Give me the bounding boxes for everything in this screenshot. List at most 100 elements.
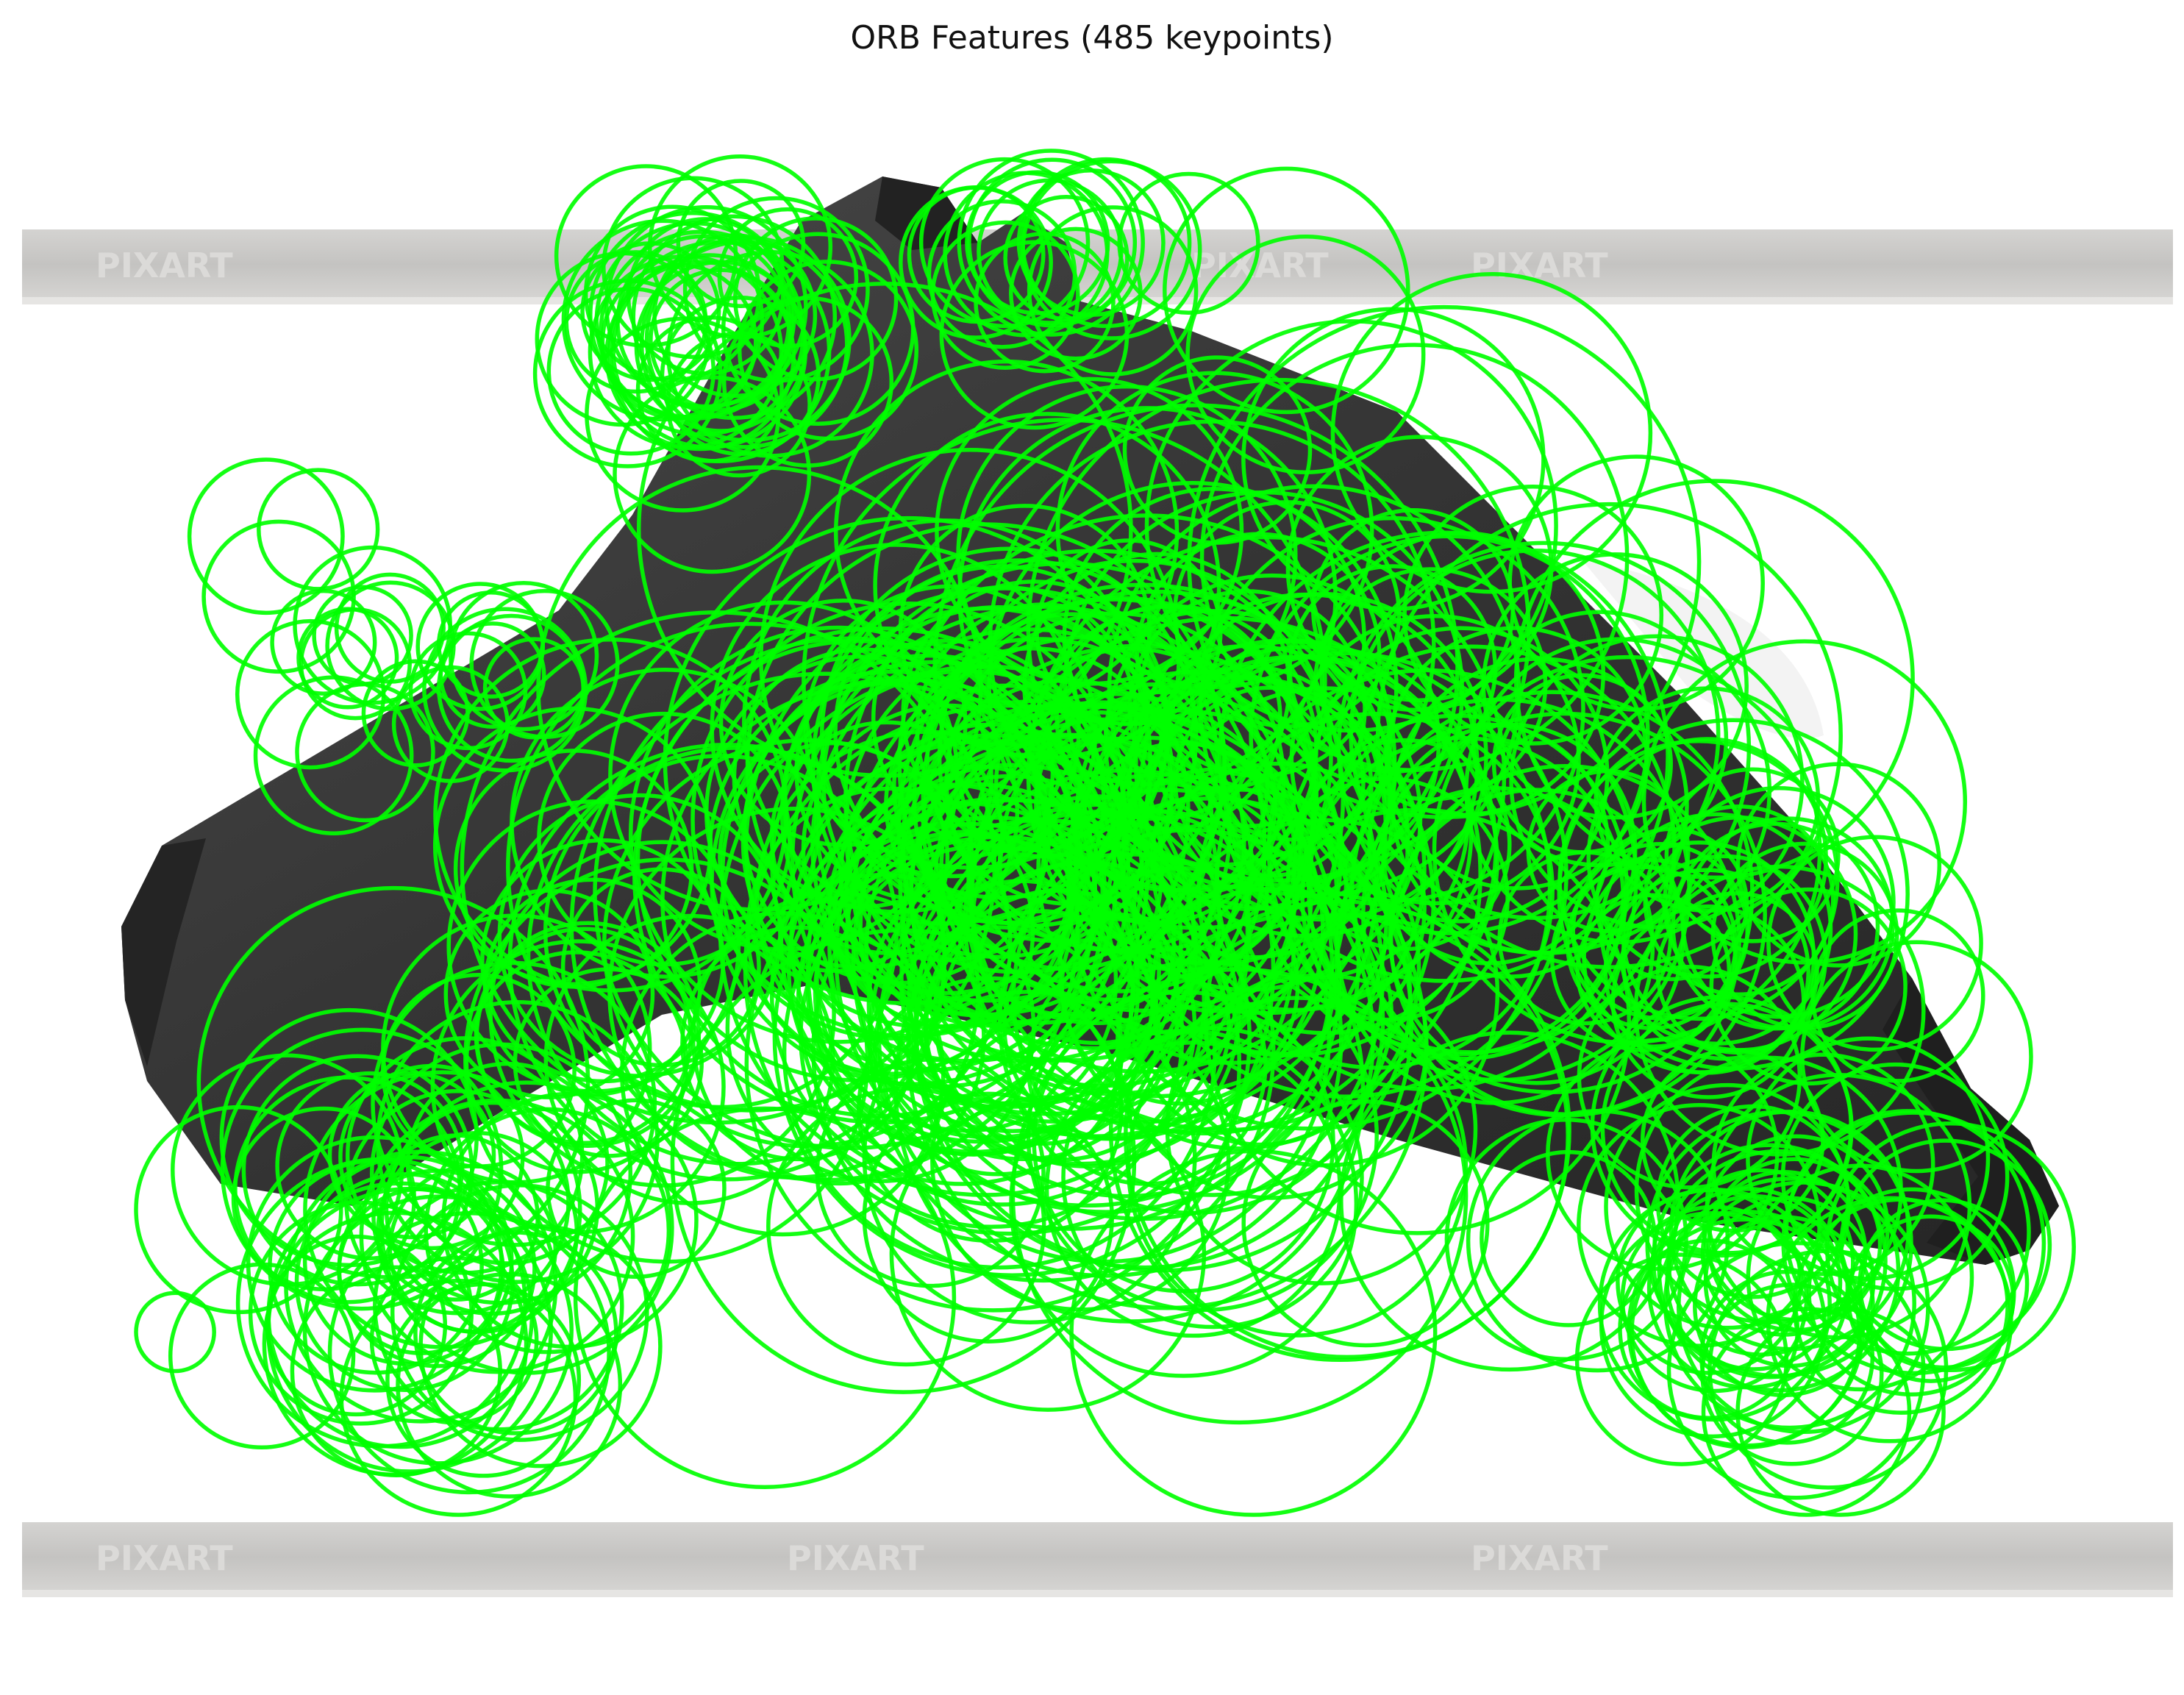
keypoint-circle <box>918 157 1091 329</box>
keypoint-circle <box>1610 904 1806 1099</box>
keypoint-circle <box>1330 271 1653 594</box>
keypoint-circle <box>1190 639 1393 842</box>
keypoint-circle <box>635 315 784 463</box>
keypoint-circle <box>415 582 545 711</box>
keypoint-circle <box>1285 713 1629 1057</box>
keypoint-circle <box>770 668 1165 1063</box>
keypoint-circle <box>676 179 806 308</box>
keypoint-circle <box>924 909 1161 1146</box>
keypoint-circle <box>1122 355 1313 545</box>
keypoint-circle <box>1600 1002 1854 1255</box>
keypoint-circle <box>371 960 657 1247</box>
keypoint-circle <box>604 260 796 452</box>
keypoint-circle <box>1241 1099 1490 1348</box>
keypoint-circle <box>1641 639 1968 965</box>
keypoint-circle <box>1163 166 1410 415</box>
strap-text: PIXART <box>1471 246 1608 285</box>
keypoint-circle <box>257 468 380 591</box>
keypoint-circle <box>474 921 702 1148</box>
keypoint-circle <box>1664 767 1841 943</box>
keypoint-circle <box>1574 1252 1789 1466</box>
keypoint-circle <box>302 1155 514 1366</box>
keypoint-circle <box>779 606 1191 1017</box>
keypoint-circle <box>275 1071 465 1260</box>
strap-text: PIXART <box>96 246 233 285</box>
keypoint-circle <box>1800 940 2033 1174</box>
keypoint-circle <box>599 229 806 437</box>
keypoint-circle <box>1444 1117 1688 1362</box>
strap-text-group: PIXART PIXART PIXART PIXART PIXART PIXAR… <box>96 246 1608 1578</box>
keypoint-circle <box>1643 804 1835 997</box>
keypoint-circle <box>253 675 414 836</box>
keypoint-circle <box>803 584 1098 879</box>
keypoint-circle <box>270 588 377 696</box>
keypoint-circle <box>721 296 894 468</box>
keypoint-circle <box>1709 887 1908 1086</box>
keypoint-circle <box>327 1071 496 1240</box>
keypoint-circle <box>670 928 1137 1394</box>
keypoint-circle <box>1466 1109 1730 1373</box>
keypoint-circle <box>1792 1197 2010 1415</box>
keypoint-circle <box>361 659 470 768</box>
keypoint-circle <box>827 782 1074 1029</box>
keypoint-circle <box>262 1210 529 1477</box>
keypoint-circle <box>299 607 412 721</box>
keypoint-circle <box>1003 195 1130 321</box>
keypoint-circle <box>488 840 836 1188</box>
keypoint-circle <box>561 218 765 422</box>
keypoint-circle <box>967 157 1138 328</box>
keypoint-circle <box>543 913 835 1205</box>
keypoint-circle <box>1707 1157 1883 1332</box>
keypoint-circle <box>1621 815 1858 1052</box>
keypoint-circle <box>464 950 688 1174</box>
keypoint-circle <box>789 733 1196 1140</box>
keypoint-circle <box>241 1054 474 1287</box>
keypoint-circle <box>1746 1036 1991 1281</box>
keypoint-circle <box>1571 842 1749 1021</box>
keypoint-circle <box>1710 841 1899 1030</box>
keypoint-circle <box>1027 205 1199 377</box>
keypoint-circle <box>1173 685 1366 878</box>
keypoint-circle <box>453 749 694 989</box>
keypoint-circle <box>682 196 870 383</box>
keypoint-circle <box>602 176 785 360</box>
keypoint-circle <box>644 235 852 443</box>
keypoint-circle <box>1402 485 1664 746</box>
strap-text: PIXART <box>1191 246 1329 285</box>
keypoint-circle <box>1249 534 1650 935</box>
keypoint-circle <box>284 1149 558 1424</box>
keypoint-circle <box>381 913 652 1185</box>
keypoint-circle <box>877 810 1332 1264</box>
keypoint-circle <box>1616 1188 1803 1375</box>
keypoint-circle <box>1627 1209 1866 1448</box>
keypoint-circle <box>1021 159 1202 340</box>
keypoint-circle <box>660 295 821 457</box>
keypoint-circle <box>385 1282 582 1478</box>
keypoint-circle <box>1299 738 1512 952</box>
keypoint-circle <box>327 1211 611 1495</box>
keypoint-circle <box>1199 343 1630 772</box>
keypoint-circle <box>187 457 345 615</box>
keypoint-circle <box>438 621 546 729</box>
keypoint-circle <box>294 1171 515 1392</box>
figure-title: ORB Features (485 keypoints) <box>850 19 1334 57</box>
keypoint-circle <box>1577 965 1802 1190</box>
keypoint-circle <box>720 660 1150 1089</box>
keypoint-circle <box>884 683 1126 925</box>
keypoint-circle <box>1549 865 1738 1052</box>
strap-text: PIXART <box>96 1538 233 1578</box>
keypoint-circle <box>1663 1177 1916 1430</box>
strap-text: PIXART <box>787 1538 924 1578</box>
keypoint-circle <box>325 580 456 711</box>
keypoint-circle <box>334 572 446 684</box>
keypoint-circle <box>1035 538 1223 727</box>
keypoint-circle <box>432 706 713 986</box>
keypoint-circle <box>497 793 782 1078</box>
keypoint-circle <box>1657 1149 1901 1393</box>
keypoint-circle <box>1707 1249 1949 1490</box>
keypoint-circle <box>1016 168 1166 318</box>
keypoint-circle <box>134 1291 216 1374</box>
keypoint-circle <box>443 888 655 1100</box>
keypoint-circle <box>265 1234 448 1417</box>
